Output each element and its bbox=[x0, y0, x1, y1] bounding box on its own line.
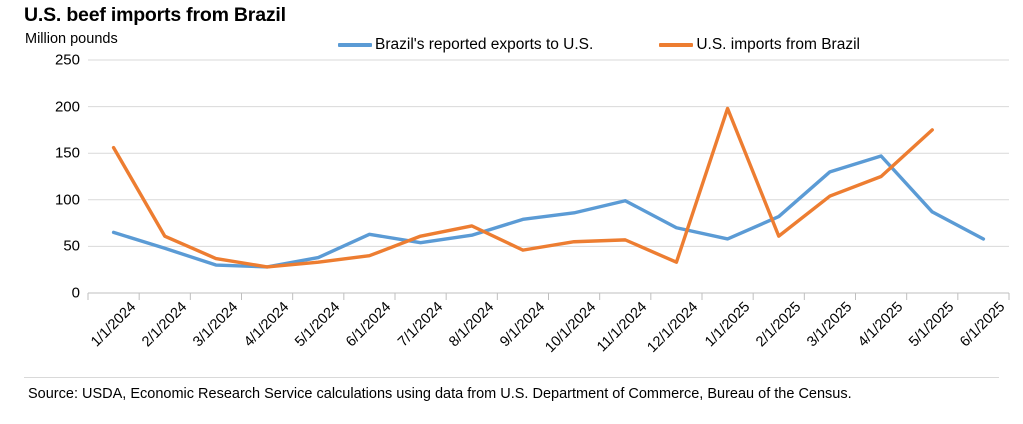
y-tick-label: 200 bbox=[54, 98, 80, 116]
legend-item-brazil-exports[interactable]: Brazil's reported exports to U.S. bbox=[338, 36, 593, 54]
x-tick-label: 5/1/2024 bbox=[292, 299, 344, 351]
legend-swatch-blue bbox=[338, 43, 372, 47]
legend-label-brazil-exports: Brazil's reported exports to U.S. bbox=[375, 36, 594, 53]
x-tick-label: 5/1/2025 bbox=[906, 299, 958, 351]
plot-area bbox=[87, 59, 1010, 300]
x-tick-label: 1/1/2025 bbox=[701, 299, 753, 351]
x-tick-label: 10/1/2024 bbox=[542, 299, 600, 356]
x-tick-label: 11/1/2024 bbox=[594, 299, 651, 356]
y-tick-label: 250 bbox=[54, 51, 80, 69]
x-tick-label: 1/1/2024 bbox=[87, 299, 139, 351]
source-divider bbox=[24, 377, 999, 378]
x-tick-label: 6/1/2025 bbox=[957, 299, 1009, 351]
x-tick-label: 12/1/2024 bbox=[644, 299, 702, 356]
y-axis-unit-label: Million pounds bbox=[25, 31, 118, 47]
x-tick-label: 2/1/2024 bbox=[138, 299, 191, 351]
y-tick-label: 50 bbox=[63, 237, 80, 255]
legend-item-us-imports[interactable]: U.S. imports from Brazil bbox=[659, 36, 860, 54]
y-tick-label: 150 bbox=[54, 144, 80, 162]
y-axis: 250 200 150 100 50 0 bbox=[22, 52, 80, 302]
x-tick-label: 8/1/2024 bbox=[445, 299, 498, 351]
x-tick-label: 4/1/2025 bbox=[855, 299, 907, 351]
legend-label-us-imports: U.S. imports from Brazil bbox=[696, 36, 860, 53]
x-axis: 1/1/2024 2/1/2024 3/1/2024 4/1/2024 5/1/2024… bbox=[88, 293, 1009, 383]
series-line-us-imports bbox=[111, 106, 934, 269]
x-tick-label: 4/1/2024 bbox=[241, 299, 293, 351]
x-tick-label: 3/1/2024 bbox=[189, 299, 242, 351]
plot-svg bbox=[87, 59, 1010, 300]
x-tick-label: 3/1/2025 bbox=[803, 299, 856, 351]
x-tick-label: 9/1/2024 bbox=[496, 299, 549, 351]
x-tick-label: 7/1/2024 bbox=[394, 299, 446, 351]
y-tick-label: 0 bbox=[71, 284, 80, 302]
y-tick-label: 100 bbox=[54, 191, 80, 209]
legend-swatch-orange bbox=[659, 43, 694, 47]
page-title: U.S. beef imports from Brazil bbox=[24, 4, 286, 26]
series-line-brazil-exports bbox=[111, 154, 986, 269]
source-note: Source: USDA, Economic Research Service … bbox=[28, 386, 852, 402]
chart-legend: Brazil's reported exports to U.S. U.S. i… bbox=[338, 36, 860, 54]
x-tick-label: 6/1/2024 bbox=[343, 299, 395, 351]
x-tick-label: 2/1/2025 bbox=[752, 299, 805, 351]
